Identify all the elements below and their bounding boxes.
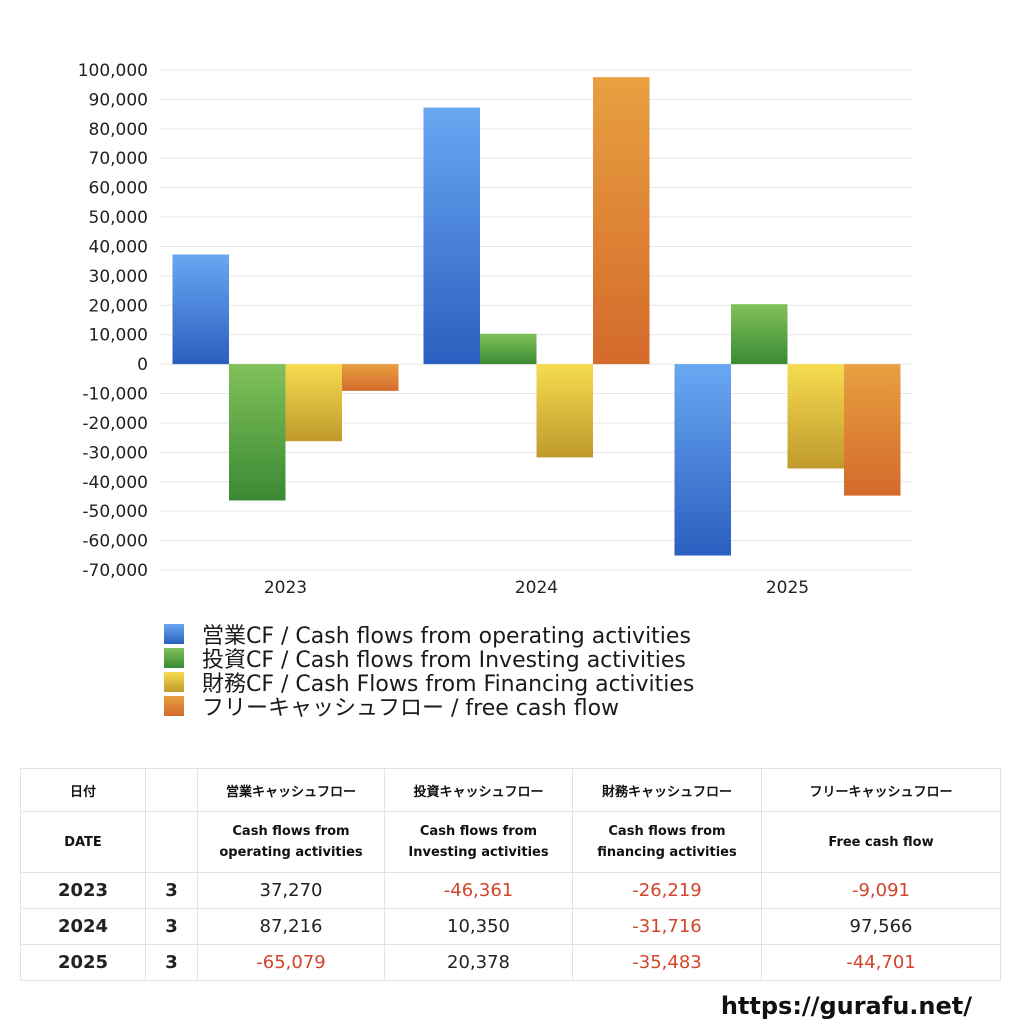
y-tick-label: -70,000 [82, 561, 148, 581]
y-tick-label: 40,000 [89, 237, 148, 257]
financing-header: 財務キャッシュフロー [572, 768, 762, 812]
financing-subheader: Cash flows from financing activities [572, 811, 762, 873]
table-header-row: 日付 営業キャッシュフロー 投資キャッシュフロー 財務キャッシュフロー フリーキ… [20, 768, 1001, 812]
legend-item: 投資CF / Cash flows from Investing activit… [164, 646, 694, 673]
year-cell: 2024 [20, 908, 146, 945]
free-cash-flow-subheader: Free cash flow [761, 811, 1001, 873]
bar [593, 77, 650, 365]
legend-swatch-operating [164, 624, 184, 644]
x-tick-label: 2024 [515, 578, 558, 598]
x-tick-label: 2023 [264, 578, 307, 598]
value-cell: -35,483 [572, 944, 762, 981]
month-header [145, 768, 198, 812]
year-cell: 2025 [20, 944, 146, 981]
bar [229, 364, 286, 501]
x-tick-label: 2025 [766, 578, 809, 598]
investing-subheader: Cash flows from Investing activities [384, 811, 573, 873]
y-axis-ticks: -70,000 -60,000 -50,000 -40,000 -30,000 -20,0… [78, 61, 148, 581]
value-cell: 20,378 [384, 944, 573, 981]
site-url: https://gurafu.net/ [720, 992, 972, 1020]
value-cell: -26,219 [572, 872, 762, 909]
value-cell: 10,350 [384, 908, 573, 945]
chart-legend: 営業CF / Cash flows from operating activit… [164, 622, 694, 721]
date-subheader: DATE [20, 811, 146, 873]
bar [844, 364, 901, 496]
date-header: 日付 [20, 768, 146, 812]
bar [172, 254, 229, 365]
legend-label: 財務CF / Cash Flows from Financing activit… [202, 672, 695, 697]
month-cell: 3 [145, 872, 198, 909]
legend-label: 投資CF / Cash flows from Investing activit… [202, 648, 686, 673]
bar [731, 304, 788, 365]
value-cell: -44,701 [761, 944, 1001, 981]
value-cell: -65,079 [197, 944, 385, 981]
value-cell: 87,216 [197, 908, 385, 945]
table-row: 2023 3 37,270 -46,361 -26,219 -9,091 [20, 872, 1001, 909]
legend-item: 営業CF / Cash flows from operating activit… [164, 622, 694, 649]
free-cash-flow-header: フリーキャッシュフロー [761, 768, 1001, 812]
bar [342, 364, 399, 391]
value-cell: 97,566 [761, 908, 1001, 945]
y-tick-label: -20,000 [82, 414, 148, 434]
month-subheader [145, 811, 198, 873]
y-tick-label: 50,000 [89, 208, 148, 228]
y-tick-label: -30,000 [82, 443, 148, 463]
y-tick-label: 10,000 [89, 326, 148, 346]
table-subheader-row: DATE Cash flows from operating activities… [20, 811, 1001, 873]
value-cell: -9,091 [761, 872, 1001, 909]
month-cell: 3 [145, 944, 198, 981]
operating-header: 営業キャッシュフロー [197, 768, 385, 812]
month-cell: 3 [145, 908, 198, 945]
value-cell: -31,716 [572, 908, 762, 945]
bar [674, 364, 731, 556]
investing-header: 投資キャッシュフロー [384, 768, 573, 812]
bar [480, 333, 537, 365]
legend-swatch-financing [164, 672, 184, 692]
y-tick-label: 100,000 [78, 61, 148, 81]
table-row: 2025 3 -65,079 20,378 -35,483 -44,701 [20, 944, 1001, 981]
cash-flow-bar-chart: -70,000 -60,000 -50,000 -40,000 -30,000 -20,0… [78, 61, 913, 598]
operating-subheader: Cash flows from operating activities [197, 811, 385, 873]
y-tick-label: -10,000 [82, 385, 148, 405]
legend-swatch-free-cash-flow [164, 696, 184, 716]
legend-label: 営業CF / Cash flows from operating activit… [202, 624, 691, 649]
y-tick-label: -60,000 [82, 532, 148, 552]
y-tick-label: 20,000 [89, 296, 148, 316]
chart-bars [172, 77, 901, 556]
bar [285, 364, 342, 442]
legend-label: フリーキャッシュフロー / free cash flow [202, 696, 620, 721]
y-tick-label: -40,000 [82, 473, 148, 493]
y-tick-label: 60,000 [89, 179, 148, 199]
bar [423, 107, 480, 365]
y-tick-label: 80,000 [89, 120, 148, 140]
legend-item: 財務CF / Cash Flows from Financing activit… [164, 670, 694, 697]
y-tick-label: 90,000 [89, 90, 148, 110]
cash-flow-table: 日付 営業キャッシュフロー 投資キャッシュフロー 財務キャッシュフロー フリーキ… [20, 768, 1001, 981]
y-tick-label: 30,000 [89, 267, 148, 287]
y-tick-label: -50,000 [82, 502, 148, 522]
y-tick-label: 70,000 [89, 149, 148, 169]
table-row: 2024 3 87,216 10,350 -31,716 97,566 [20, 908, 1001, 945]
legend-item: フリーキャッシュフロー / free cash flow [164, 694, 694, 721]
value-cell: -46,361 [384, 872, 573, 909]
y-tick-label: 0 [137, 355, 148, 375]
value-cell: 37,270 [197, 872, 385, 909]
bar [787, 364, 844, 469]
legend-swatch-investing [164, 648, 184, 668]
bar [536, 364, 593, 458]
year-cell: 2023 [20, 872, 146, 909]
x-axis-ticks: 2023 2024 2025 [264, 578, 809, 598]
